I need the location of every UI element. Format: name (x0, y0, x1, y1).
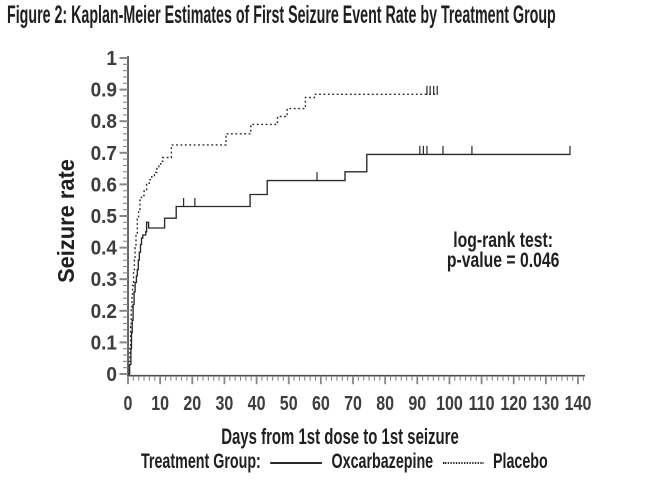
y-tick-label: 0.1 (91, 332, 118, 355)
y-tick-label: 0.7 (91, 142, 117, 165)
y-tick-label: 0 (106, 364, 117, 387)
x-tick-label: 0 (124, 392, 133, 414)
x-tick-label: 20 (183, 392, 201, 414)
legend-label-oxcarbazepine: Oxcarbazepine (331, 450, 434, 473)
x-tick-label: 30 (216, 392, 234, 414)
x-tick-label: 140 (565, 392, 592, 414)
x-tick-label: 60 (312, 392, 330, 414)
x-tick-label: 100 (436, 392, 463, 414)
legend-title: Treatment Group: (141, 450, 261, 473)
x-tick-label: 110 (469, 392, 495, 414)
y-tick-label: 0.5 (91, 206, 118, 229)
y-tick-label: 0.6 (91, 174, 118, 197)
figure-title: Figure 2: Kaplan-Meier Estimates of Firs… (7, 1, 556, 29)
legend-row: Treatment Group: Oxcarbazepine Placebo (141, 450, 548, 473)
y-tick-label: 0.9 (91, 79, 118, 102)
x-tick-label: 130 (533, 392, 560, 414)
legend: Treatment Group: Oxcarbazepine Placebo (141, 450, 548, 473)
placebo-curve (128, 93, 438, 375)
y-tick-label: 0.8 (91, 111, 118, 134)
y-tick-label: 1 (106, 48, 117, 71)
x-tick-label: 90 (408, 392, 426, 414)
x-axis-title: Days from 1st dose to 1st seizure (221, 424, 459, 449)
annotation-line-2: p-value = 0.046 (447, 248, 559, 272)
x-tick-label: 120 (500, 392, 527, 414)
y-tick-label: 0.3 (91, 269, 118, 292)
y-tick-label: 0.2 (91, 300, 118, 323)
x-tick-label: 10 (151, 392, 169, 414)
x-tick-label: 70 (344, 392, 362, 414)
x-tick-label: 40 (248, 392, 266, 414)
x-tick-label: 80 (376, 392, 394, 414)
placebo-line-swatch (442, 461, 484, 464)
y-axis-title: Seizure rate (53, 159, 79, 283)
y-tick-label: 0.4 (91, 237, 118, 260)
legend-label-placebo: Placebo (492, 450, 548, 473)
oxcarbazepine-line-swatch (270, 461, 323, 464)
oxcarbazepine-curve (128, 153, 571, 375)
x-tick-label: 50 (280, 392, 298, 414)
annotation-line-1: log-rank test: (453, 228, 553, 252)
